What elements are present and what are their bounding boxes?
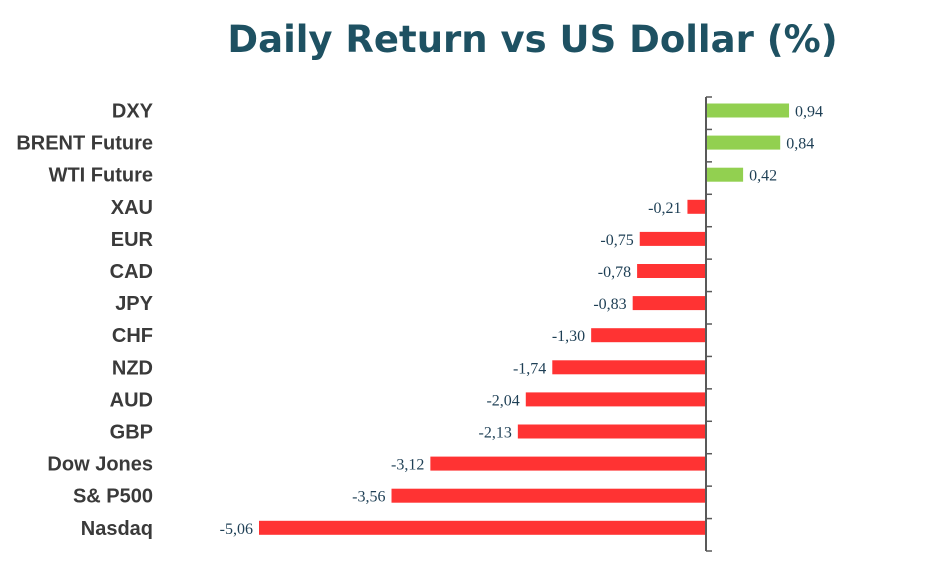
data-label: 0,84 xyxy=(786,136,814,153)
data-label: -3,12 xyxy=(391,457,424,474)
data-label: -5,06 xyxy=(220,521,253,538)
zero-axis xyxy=(705,96,712,552)
category-labels: DXY BRENT Future WTI Future XAU EUR CAD JPY CHF… xyxy=(16,101,153,540)
bar xyxy=(632,296,706,311)
data-label: -1,30 xyxy=(552,328,585,345)
bar xyxy=(637,264,706,278)
data-label: 0,42 xyxy=(749,168,777,185)
category-label: Dow Jones xyxy=(47,454,153,476)
data-label: 0,94 xyxy=(795,104,823,121)
category-label: XAU xyxy=(111,197,153,219)
bar xyxy=(430,456,706,471)
category-label: DXY xyxy=(112,101,154,123)
bar xyxy=(591,328,706,343)
bar xyxy=(706,103,790,118)
bars-group xyxy=(259,103,790,535)
category-label: S& P500 xyxy=(73,486,153,508)
data-label: -0,78 xyxy=(598,264,631,281)
bar xyxy=(687,199,706,214)
data-label: -0,83 xyxy=(593,296,626,313)
data-label: -2,04 xyxy=(486,392,519,409)
data-label: -0,21 xyxy=(648,200,681,217)
category-label: CHF xyxy=(112,325,153,347)
bar xyxy=(525,392,706,407)
category-label: EUR xyxy=(111,229,154,251)
bar xyxy=(259,520,706,535)
category-label: WTI Future xyxy=(49,165,153,187)
data-label: -2,13 xyxy=(479,425,512,442)
data-label: -1,74 xyxy=(513,360,546,377)
bar xyxy=(706,167,744,182)
category-label: Nasdaq xyxy=(81,518,153,540)
bar xyxy=(552,360,706,375)
bar xyxy=(391,488,706,503)
bar xyxy=(706,135,781,150)
value-labels: 0,94 0,84 0,42 -0,21 -0,75 -0,78 -0,83 -1,30 -1,… xyxy=(220,104,823,538)
category-label: AUD xyxy=(110,389,153,411)
bar xyxy=(639,231,706,246)
chart-title: Daily Return vs US Dollar (%) xyxy=(227,18,838,61)
category-label: BRENT Future xyxy=(16,133,153,155)
category-label: CAD xyxy=(110,261,153,283)
category-label: GBP xyxy=(110,422,153,444)
data-label: -0,75 xyxy=(600,232,633,249)
category-label: NZD xyxy=(112,357,153,379)
data-label: -3,56 xyxy=(352,489,385,506)
bar xyxy=(517,424,706,439)
category-label: JPY xyxy=(115,293,153,315)
